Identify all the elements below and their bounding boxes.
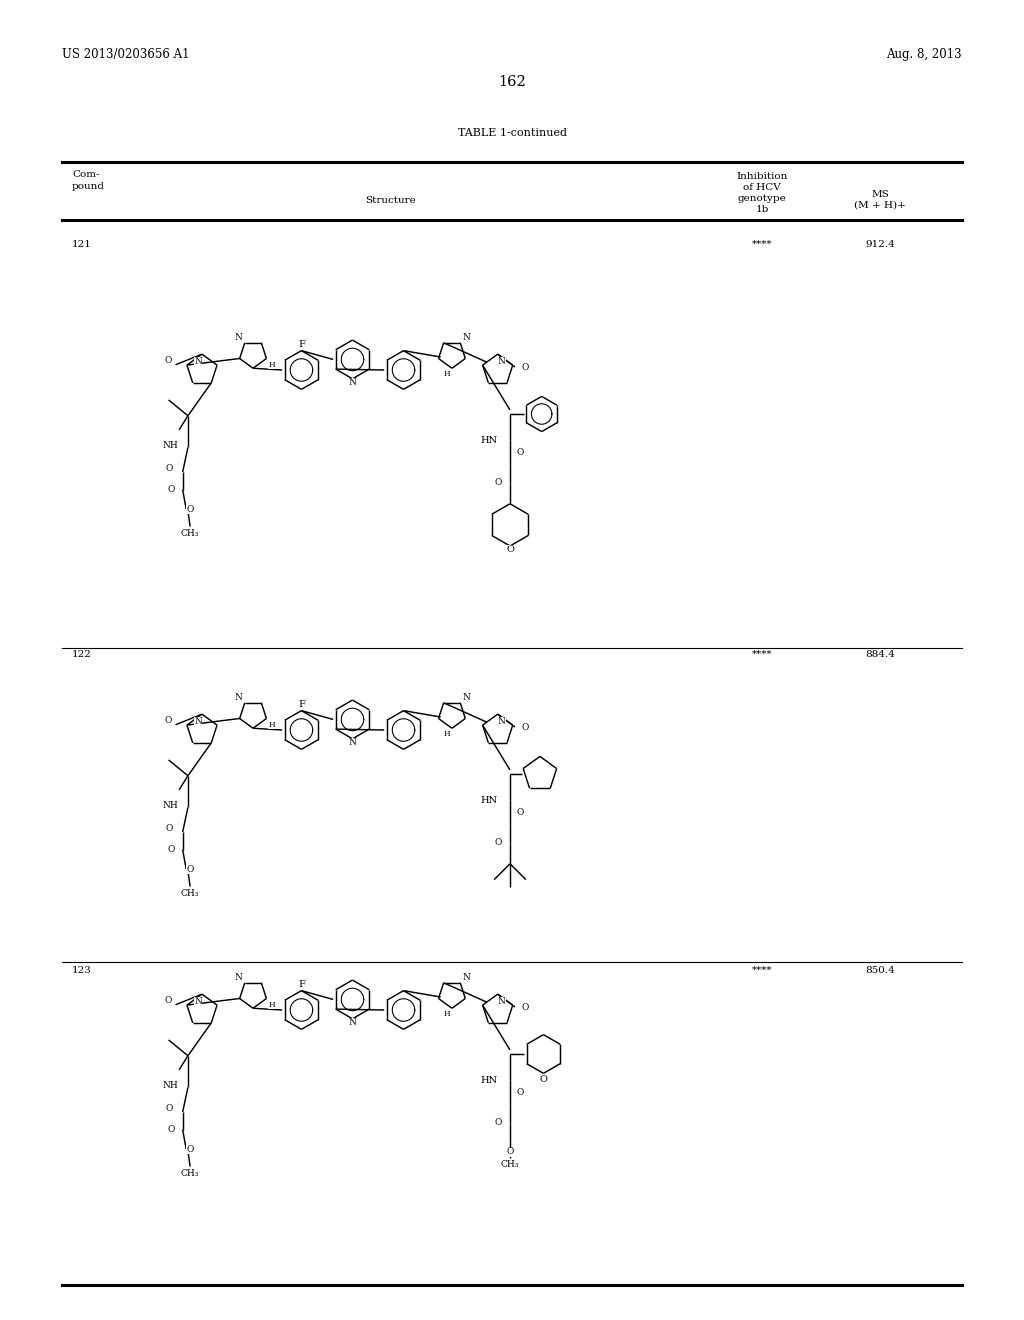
Text: H: H xyxy=(443,370,450,379)
Text: (M + H)+: (M + H)+ xyxy=(854,201,906,210)
Text: 123: 123 xyxy=(72,966,92,975)
Text: O: O xyxy=(186,504,194,513)
Text: 884.4: 884.4 xyxy=(865,649,895,659)
Text: F: F xyxy=(298,700,305,709)
Text: CH₃: CH₃ xyxy=(181,890,200,898)
Text: F: F xyxy=(298,981,305,989)
Text: of HCV: of HCV xyxy=(743,183,781,191)
Text: TABLE 1-continued: TABLE 1-continued xyxy=(458,128,566,139)
Text: 162: 162 xyxy=(498,75,526,88)
Text: F: F xyxy=(298,341,305,348)
Text: O: O xyxy=(186,865,194,874)
Text: ****: **** xyxy=(752,240,772,249)
Text: N: N xyxy=(195,717,202,726)
Text: NH: NH xyxy=(162,1081,178,1090)
Text: Structure: Structure xyxy=(365,195,416,205)
Text: 1b: 1b xyxy=(756,205,769,214)
Text: O: O xyxy=(167,486,175,494)
Text: ****: **** xyxy=(752,649,772,659)
Text: 912.4: 912.4 xyxy=(865,240,895,249)
Text: 121: 121 xyxy=(72,240,92,249)
Text: HN: HN xyxy=(481,796,498,805)
Text: N: N xyxy=(462,333,470,342)
Text: US 2013/0203656 A1: US 2013/0203656 A1 xyxy=(62,48,189,61)
Text: N: N xyxy=(498,356,506,366)
Text: 850.4: 850.4 xyxy=(865,966,895,975)
Text: O: O xyxy=(521,363,528,371)
Text: O: O xyxy=(540,1074,548,1084)
Text: 122: 122 xyxy=(72,649,92,659)
Text: CH₃: CH₃ xyxy=(181,529,200,539)
Text: O: O xyxy=(164,717,172,725)
Text: O: O xyxy=(521,1003,528,1011)
Text: O: O xyxy=(516,808,523,817)
Text: N: N xyxy=(348,738,356,747)
Text: N: N xyxy=(234,693,243,702)
Text: CH₃: CH₃ xyxy=(501,1160,519,1170)
Text: N: N xyxy=(234,973,243,982)
Text: O: O xyxy=(506,545,514,554)
Text: N: N xyxy=(462,973,470,982)
Text: O: O xyxy=(186,1144,194,1154)
Text: O: O xyxy=(495,478,502,487)
Text: H: H xyxy=(268,721,275,729)
Text: O: O xyxy=(165,824,173,833)
Text: HN: HN xyxy=(481,1076,498,1085)
Text: N: N xyxy=(462,693,470,702)
Text: O: O xyxy=(167,1125,175,1134)
Text: NH: NH xyxy=(162,801,178,810)
Text: H: H xyxy=(268,1001,275,1008)
Text: N: N xyxy=(348,1018,356,1027)
Text: HN: HN xyxy=(481,436,498,445)
Text: H: H xyxy=(443,1010,450,1018)
Text: O: O xyxy=(165,463,173,473)
Text: N: N xyxy=(195,356,202,366)
Text: O: O xyxy=(506,1147,514,1156)
Text: genotype: genotype xyxy=(737,194,786,203)
Text: N: N xyxy=(498,997,506,1006)
Text: pound: pound xyxy=(72,182,105,191)
Text: O: O xyxy=(164,997,172,1006)
Text: CH₃: CH₃ xyxy=(181,1170,200,1179)
Text: Com-: Com- xyxy=(72,170,99,180)
Text: N: N xyxy=(195,997,202,1006)
Text: Aug. 8, 2013: Aug. 8, 2013 xyxy=(887,48,962,61)
Text: ****: **** xyxy=(752,966,772,975)
Text: N: N xyxy=(498,717,506,726)
Text: O: O xyxy=(516,449,523,457)
Text: Inhibition: Inhibition xyxy=(736,172,787,181)
Text: O: O xyxy=(164,356,172,366)
Text: O: O xyxy=(495,838,502,847)
Text: N: N xyxy=(234,333,243,342)
Text: N: N xyxy=(348,379,356,387)
Text: NH: NH xyxy=(162,441,178,450)
Text: O: O xyxy=(495,1118,502,1127)
Text: H: H xyxy=(268,360,275,368)
Text: O: O xyxy=(516,1088,523,1097)
Text: MS: MS xyxy=(871,190,889,199)
Text: O: O xyxy=(521,722,528,731)
Text: O: O xyxy=(165,1104,173,1113)
Text: O: O xyxy=(167,845,175,854)
Text: H: H xyxy=(443,730,450,738)
